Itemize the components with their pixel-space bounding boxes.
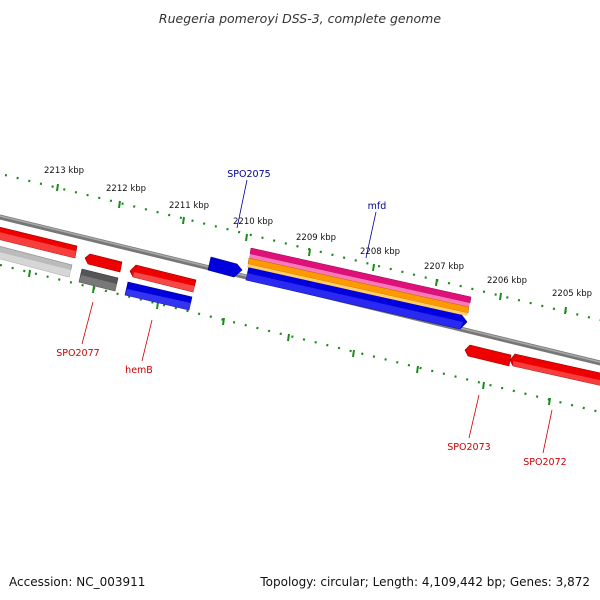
- tick-mark: [156, 301, 159, 310]
- tick-mark: [564, 306, 567, 315]
- other-genes: [0, 245, 119, 292]
- tick-label: 2213 kbp: [44, 166, 84, 176]
- gene-forward-shade: [133, 272, 195, 292]
- tick-mark: [182, 216, 185, 225]
- tick-mark: [352, 349, 355, 358]
- gene-forward[interactable]: [84, 253, 123, 273]
- gene-label-mfd[interactable]: mfd: [368, 201, 387, 212]
- tick-mark: [118, 200, 121, 209]
- forward-genes: [0, 226, 600, 386]
- gene-pseudo-shade: [79, 275, 117, 291]
- gene-label-spo2077[interactable]: SPO2077: [56, 348, 99, 359]
- mfd-feature-bands: [247, 247, 472, 316]
- tick-mark: [308, 248, 311, 257]
- leader-line: [141, 319, 153, 362]
- leader-line: [81, 301, 94, 345]
- gene-reverse-shade: [125, 289, 191, 310]
- tick-mark: [372, 263, 375, 272]
- leader-line: [542, 409, 553, 454]
- tick-mark: [56, 183, 59, 192]
- tick-mark: [482, 381, 485, 390]
- tick-label: 2210 kbp: [233, 217, 273, 227]
- leader-line: [236, 179, 248, 229]
- gene-reverse[interactable]: [207, 256, 243, 278]
- gene-forward-shade: [513, 361, 600, 386]
- feature-band-orange-shade: [247, 264, 468, 316]
- accession-text: Accession: NC_003911: [9, 575, 145, 589]
- tick-mark: [548, 397, 551, 406]
- reverse-genes: [124, 256, 468, 330]
- tick-mark: [287, 333, 290, 342]
- genome-summary-text: Topology: circular; Length: 4,109,442 bp…: [259, 575, 590, 589]
- gene-forward[interactable]: [464, 344, 512, 367]
- gene-reverse-shade: [246, 273, 463, 329]
- map-title: Ruegeria pomeroyi DSS-3, complete genome: [159, 11, 441, 26]
- tick-mark: [92, 285, 95, 294]
- feature-band-pink-shade: [249, 254, 470, 307]
- gene-faded-shade: [0, 252, 71, 277]
- lower-scale-track: [0, 263, 600, 414]
- tick-mark: [245, 233, 248, 242]
- gene-label-hemb[interactable]: hemB: [125, 365, 153, 376]
- gene-forward-shade: [0, 232, 76, 258]
- tick-label: 2208 kbp: [360, 247, 400, 257]
- gene-label-spo2075[interactable]: SPO2075: [227, 169, 270, 180]
- tick-mark: [28, 269, 31, 278]
- tick-mark: [222, 317, 225, 326]
- gene-labels: SPO2075 mfd SPO2077 hemB SPO2073 SPO2072: [56, 169, 566, 468]
- tick-label: 2207 kbp: [424, 262, 464, 272]
- gene-label-spo2072[interactable]: SPO2072: [523, 457, 566, 468]
- tick-mark: [435, 278, 438, 287]
- tick-mark: [499, 292, 502, 301]
- leader-line: [468, 394, 480, 439]
- upper-dotted-line: [4, 173, 600, 322]
- gene-label-spo2073[interactable]: SPO2073: [447, 442, 490, 453]
- tick-label: 2211 kbp: [169, 201, 209, 211]
- tick-label: 2209 kbp: [296, 233, 336, 243]
- tick-label: 2205 kbp: [552, 289, 592, 299]
- tick-label: 2206 kbp: [487, 276, 527, 286]
- leader-line: [365, 211, 377, 259]
- upper-scale-track: 2213 kbp 2212 kbp 2211 kbp 2210 kbp 2209…: [4, 166, 600, 322]
- tick-mark: [416, 365, 419, 374]
- tick-label: 2212 kbp: [106, 184, 146, 194]
